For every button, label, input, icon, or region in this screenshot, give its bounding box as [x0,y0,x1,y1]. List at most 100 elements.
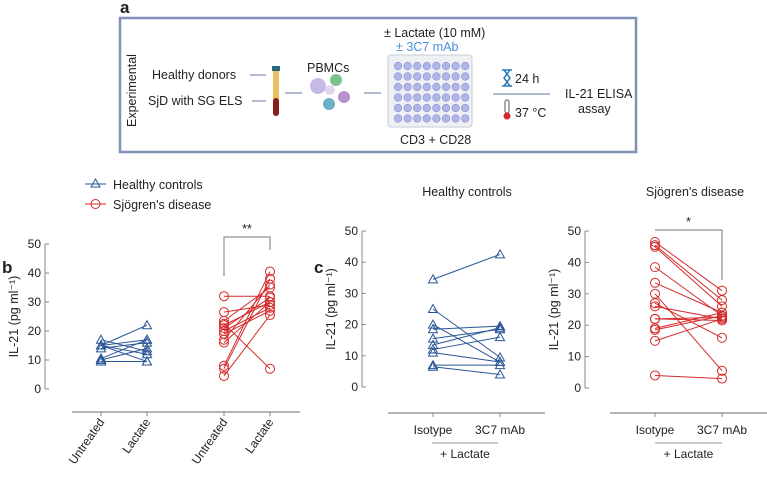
data-point-circle [219,363,229,374]
thermometer-icon [503,99,511,120]
data-point-circle [265,266,275,277]
plate-well [422,72,431,81]
data-point-triangle [494,369,506,379]
data-point-triangle [427,319,439,329]
data-point-circle [219,337,229,348]
pair-line [223,271,271,367]
data-point-triangle [494,356,506,367]
plate-well [422,103,431,113]
readout-line-1: IL-21 ELISA [565,87,633,101]
significance-label: * [686,215,691,229]
y-tick-label: 30 [28,295,42,309]
input-sjd: SjD with SG ELS [148,94,242,108]
data-point-circle [650,335,660,346]
data-point-circle [265,299,275,310]
data-point-circle [650,298,660,309]
plate-well [461,93,470,102]
chart-c1-title: Healthy controls [422,185,512,199]
plate-well [393,93,403,102]
data-point-circle [717,373,727,384]
data-point-triangle [141,345,153,356]
plate-well [461,103,470,113]
legend-healthy: Healthy controls [113,178,203,192]
data-point-triangle [494,331,506,342]
hourglass-icon [502,69,512,87]
plate-well [451,82,460,92]
pair-line [654,315,723,331]
data-point-circle [717,332,727,343]
data-point-circle [717,365,727,376]
pbmc-cells-icon [310,74,350,110]
pair-line [432,253,501,280]
plate-well [432,82,441,92]
panel-a-label: a [120,0,130,17]
plate-well [413,72,422,81]
plate-well [441,61,451,71]
pair-line [654,246,723,307]
x-tick-label: Untreated [66,416,108,467]
data-point-triangle [427,347,439,357]
pair-line [654,312,723,329]
data-point-circle [265,297,275,307]
data-point-triangle [95,353,107,363]
data-point-triangle [95,354,107,364]
chart-1: 0 10 20 30 40 50 IL-21 (pg ml⁻¹) Isotype 3C7 mAb… [324,224,545,461]
plate-well [461,61,470,71]
data-point-triangle [494,320,506,331]
pair-line [654,293,723,372]
y-tick-label: 40 [345,255,359,269]
chart-c2-title: Sjögren's disease [646,185,744,199]
x-tick-label: Isotype [636,423,675,437]
y-tick-label: 40 [28,266,42,280]
group-label: + Lactate [440,447,490,461]
pair-line [223,301,271,326]
plate-well [441,114,451,123]
arrows [250,74,550,102]
plate-well [461,114,470,123]
y-axis-label: IL-21 (pg ml⁻¹) [7,276,21,358]
pair-line [654,374,723,380]
panel-b-label: b [2,258,12,277]
data-point-triangle [494,248,506,259]
temperature-label: 37 °C [515,106,546,120]
blood-tube-icon [272,66,280,116]
input-healthy-donors: Healthy donors [152,68,236,82]
plate-well [393,114,403,123]
data-point-triangle [427,344,439,354]
x-tick-label: 3C7 mAb [697,423,747,437]
legend-circle-icon [90,199,101,209]
chart-2: 0 10 20 30 40 50 IL-21 (pg ml⁻¹) Isotype 3C7 mAb… [547,215,767,461]
plate-well [413,93,422,102]
y-tick-label: 30 [568,287,582,301]
stimulation-label: CD3 + CD28 [400,133,471,147]
data-point-circle [650,370,660,381]
y-tick-label: 20 [568,318,582,332]
pair-line [223,314,271,377]
plate-well [403,82,412,92]
data-point-circle [219,334,229,345]
mab-treatment: ± 3C7 mAb [396,40,458,54]
pair-line [654,316,723,320]
plate-well [403,114,412,123]
plate-well [432,93,441,102]
group-label: + Lactate [664,447,714,461]
y-tick-label: 10 [28,353,42,367]
pair-line [432,352,501,363]
workflow-box [118,16,638,154]
data-point-triangle [95,355,107,366]
pair-line [100,339,148,346]
pair-line [432,336,501,351]
y-tick-label: 10 [568,350,582,364]
plate-well [393,82,403,92]
data-point-triangle [95,342,107,353]
data-point-triangle [427,323,439,334]
data-point-circle [219,315,229,326]
pair-line [432,327,501,346]
data-point-circle [650,324,660,335]
data-point-triangle [141,342,153,353]
data-point-triangle [427,273,439,284]
data-point-triangle [494,322,506,332]
pair-line [432,308,501,358]
plate-well [403,72,412,81]
experimental-label: Experimental [125,54,139,127]
